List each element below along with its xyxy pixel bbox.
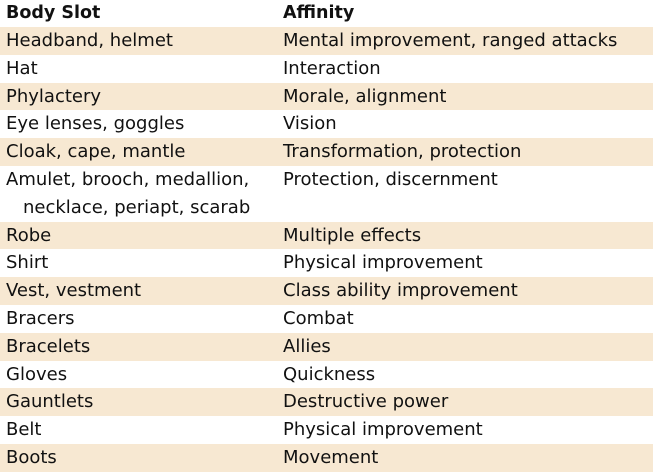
affinity-cell: Mental improvement, ranged attacks	[283, 30, 618, 51]
affinity-cell: Multiple effects	[283, 224, 422, 246]
affinity-cell: Movement	[283, 446, 379, 468]
table-row: Robe Multiple effects	[0, 221, 653, 250]
slot-cell: Gloves	[6, 363, 68, 385]
slot-cell: Belt	[6, 419, 42, 441]
table-row: Headband, helmet Mental improvement, ran…	[0, 27, 653, 55]
affinity-cell-text: Protection, discernment	[283, 168, 498, 190]
slot-cell: Boots	[6, 446, 57, 468]
slot-cell: Hat	[6, 57, 38, 79]
slot-cell: Bracers	[6, 307, 75, 329]
affinity-cell: Allies	[283, 335, 331, 357]
slot-cell: Bracelets	[6, 335, 91, 357]
affinity-cell: Vision	[283, 113, 337, 135]
table-row: Gloves Quickness	[0, 361, 653, 389]
affinity-cell: Protection, discernment	[283, 166, 653, 194]
table-row: Boots Movement	[0, 443, 653, 472]
slot-cell-line-2: necklace, periapt, scarab	[23, 196, 251, 218]
table-row: Shirt Physical improvement	[0, 249, 653, 277]
table-header: Body Slot Affinity	[0, 0, 653, 27]
slot-cell: Gauntlets	[6, 391, 94, 413]
affinity-cell: Morale, alignment	[283, 85, 447, 107]
affinity-cell: Physical improvement	[283, 419, 483, 441]
table-row: Hat Interaction	[0, 55, 653, 83]
table-row: Bracelets Allies	[0, 332, 653, 361]
slot-cell: Cloak, cape, mantle	[6, 141, 186, 163]
table-row: Bracers Combat	[0, 305, 653, 333]
table-row: Phylactery Morale, alignment	[0, 82, 653, 111]
header-affinity: Affinity	[283, 3, 355, 23]
table-row: Gauntlets Destructive power	[0, 388, 653, 417]
affinity-cell: Class ability improvement	[283, 280, 518, 302]
slot-cell: Eye lenses, goggles	[6, 113, 185, 135]
table-row: Cloak, cape, mantle Transformation, prot…	[0, 138, 653, 166]
slot-cell-line-1: Amulet, brooch, medallion,	[6, 168, 250, 190]
affinity-cell: Physical improvement	[283, 252, 483, 274]
affinity-cell: Destructive power	[283, 391, 449, 413]
header-body-slot: Body Slot	[6, 3, 101, 23]
slot-cell: Shirt	[6, 252, 49, 274]
table-row: Belt Physical improvement	[0, 416, 653, 444]
slot-cell: Vest, vestment	[6, 280, 142, 302]
table-row: Vest, vestment Class ability improvement	[0, 277, 653, 305]
table-row: Amulet, brooch, medallion, necklace, per…	[0, 166, 653, 222]
affinity-cell: Combat	[283, 307, 354, 329]
affinity-cell: Quickness	[283, 363, 376, 385]
slot-cell: Amulet, brooch, medallion, necklace, per…	[0, 166, 283, 222]
slot-cell: Phylactery	[6, 85, 102, 107]
slot-cell: Robe	[6, 224, 52, 246]
affinity-cell: Transformation, protection	[283, 141, 522, 163]
table-row: Eye lenses, goggles Vision	[0, 110, 653, 138]
affinity-cell: Interaction	[283, 57, 381, 79]
slot-cell: Headband, helmet	[6, 30, 173, 51]
